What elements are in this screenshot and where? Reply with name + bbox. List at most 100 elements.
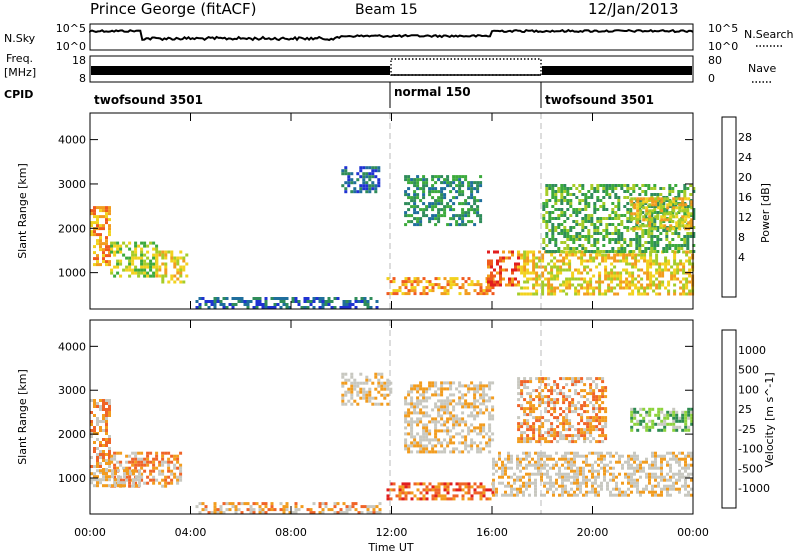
echo-cell (507, 466, 510, 470)
echo-cell (641, 202, 645, 205)
echo-cell (461, 217, 465, 221)
echo-cell (419, 381, 423, 385)
echo-cell (490, 283, 493, 287)
echo-cell (363, 300, 367, 303)
echo-cell (371, 402, 375, 406)
echo-cell (422, 196, 426, 200)
echo-cell (452, 420, 456, 424)
echo-cell (419, 435, 423, 439)
echo-cell (676, 262, 680, 266)
echo-cell (564, 472, 567, 476)
echo-cell (476, 491, 480, 495)
echo-cell (583, 268, 587, 272)
echo-cell (650, 241, 654, 244)
echo-cell (546, 469, 549, 473)
echo-cell (656, 229, 660, 232)
echo-cell (96, 459, 99, 462)
echo-cell (561, 475, 564, 479)
echo-cell (446, 280, 450, 284)
echo-cell (164, 271, 168, 275)
echo-cell (443, 196, 447, 200)
echo-cell (499, 277, 502, 281)
echo-cell (359, 387, 363, 391)
echo-cell (634, 265, 638, 269)
echo-cell (682, 289, 686, 293)
echo-cell (96, 402, 99, 405)
echo-cell (353, 381, 357, 385)
echo-cell (113, 475, 117, 479)
echo-cell (580, 277, 584, 281)
echo-cell (179, 265, 183, 269)
echo-cell (398, 497, 402, 501)
echo-cell (642, 487, 645, 491)
echo-cell (586, 286, 590, 290)
echo-cell (93, 484, 96, 488)
echo-cell (571, 404, 575, 408)
echo-cell (532, 404, 536, 408)
echo-cell (675, 206, 679, 210)
echo-cell (690, 493, 693, 497)
echo-cell (570, 460, 573, 464)
colorbar-tick-label: 20 (738, 171, 752, 184)
echo-cell (446, 420, 450, 424)
echo-cell (479, 396, 483, 400)
nsky-trace (89, 28, 694, 42)
echo-cell (621, 466, 624, 470)
echo-cell (626, 217, 630, 220)
echo-cell (452, 277, 456, 281)
echo-cell (416, 280, 420, 284)
echo-cell (404, 497, 408, 501)
echo-cell (557, 190, 561, 193)
echo-cell (644, 193, 648, 196)
echo-cell (675, 478, 678, 482)
echo-cell (146, 244, 150, 248)
echo-cell (614, 241, 618, 244)
echo-cell (639, 407, 643, 411)
echo-cell (510, 466, 513, 470)
echo-cell (96, 447, 99, 450)
echo-cell (570, 457, 573, 461)
echo-cell (431, 202, 435, 206)
echo-cell (543, 466, 546, 470)
echo-cell (657, 475, 660, 479)
echo-cell (625, 271, 629, 275)
echo-cell (167, 463, 171, 467)
echo-cell (149, 451, 153, 455)
echo-cell (137, 451, 141, 455)
echo-cell (146, 256, 150, 260)
echo-cell (491, 432, 495, 436)
echo-cell (562, 283, 566, 287)
echo-cell (179, 463, 183, 467)
echo-cell (339, 306, 343, 309)
echo-cell (131, 256, 135, 260)
echo-cell (413, 494, 417, 498)
echo-cell (443, 208, 447, 212)
echo-cell (605, 187, 609, 190)
echo-cell (473, 181, 477, 185)
echo-cell (513, 478, 516, 482)
echo-cell (461, 214, 465, 218)
echo-cell (553, 410, 557, 414)
echo-cell (684, 218, 688, 222)
echo-cell (591, 490, 594, 494)
echo-cell (479, 220, 483, 224)
echo-cell (467, 220, 471, 224)
echo-cell (657, 407, 661, 411)
echo-cell (535, 265, 539, 269)
echo-cell (452, 381, 456, 385)
echo-cell (516, 478, 519, 482)
echo-cell (479, 199, 483, 203)
echo-cell (517, 253, 521, 257)
echo-cell (517, 380, 521, 384)
echo-cell (596, 220, 600, 223)
echo-cell (580, 253, 584, 257)
echo-cell (99, 453, 102, 456)
echo-cell (479, 423, 483, 427)
echo-cell (525, 451, 528, 455)
echo-cell (222, 297, 226, 300)
echo-cell (116, 259, 120, 263)
echo-cell (604, 410, 608, 414)
echo-cell (554, 190, 558, 193)
echo-cell (492, 460, 495, 464)
echo-cell (561, 457, 564, 461)
